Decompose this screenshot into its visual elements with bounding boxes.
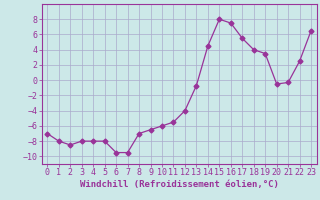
X-axis label: Windchill (Refroidissement éolien,°C): Windchill (Refroidissement éolien,°C)	[80, 180, 279, 189]
